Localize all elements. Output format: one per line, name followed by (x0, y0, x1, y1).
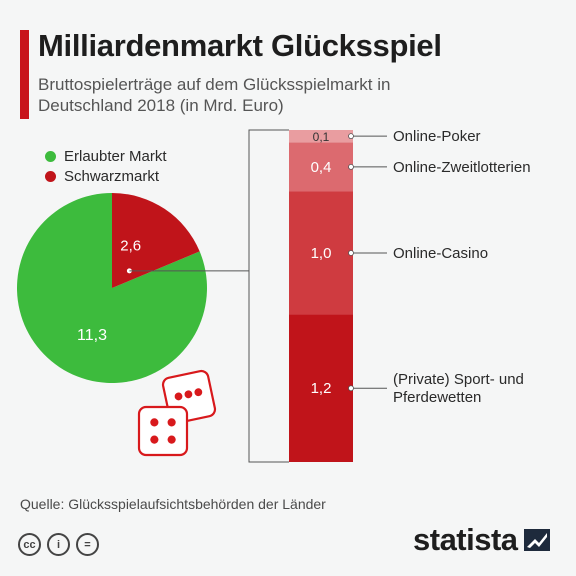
license-icons: cc i = (18, 533, 99, 556)
bar-category-label-2-0: Online-Zweitlotterien (393, 159, 531, 176)
bar-category-label-1-0: Online-Casino (393, 245, 488, 262)
pie-chart: 2,6 11,3 (17, 193, 207, 383)
bar-value-label-3: 0,1 (313, 130, 330, 144)
bar-leader-dot-1 (348, 250, 354, 256)
page-title: Milliardenmarkt Glücksspiel (38, 28, 442, 63)
bar-leader-dot-0 (348, 385, 354, 392)
pie-slice-legal (17, 193, 207, 383)
bar-leader-dot-2 (348, 163, 354, 170)
equals-icon[interactable]: = (76, 533, 99, 556)
bar-segment-1 (289, 191, 353, 315)
bar-value-label-0: 1,2 (311, 380, 332, 397)
die-front-pip-3 (167, 435, 176, 444)
bar-value-label-1: 1,0 (311, 245, 332, 262)
die-front-pip-0 (150, 418, 159, 427)
bar-segment-2 (289, 142, 353, 192)
legend-label-black-market: Schwarzmarkt (64, 167, 160, 185)
brand-mark-icon (523, 529, 550, 551)
bar-category-label-0-0: (Private) Sport- und (393, 371, 524, 388)
pie-slice-black-market (112, 193, 200, 288)
die-front-body (137, 405, 189, 457)
legend-item-legal: Erlaubter Markt (45, 146, 167, 166)
bracket-line (248, 129, 289, 463)
die-back-pip-2 (194, 388, 203, 397)
bar-category-label-3-0: Online-Poker (393, 128, 481, 145)
person-icon[interactable]: i (47, 533, 70, 556)
pie-label-legal: 11,3 (77, 327, 107, 344)
cc-icon[interactable]: cc (18, 533, 41, 556)
source-note: Quelle: Glücksspielaufsichtsbehörden der… (20, 496, 326, 512)
brand-name: statista (413, 522, 518, 557)
bar-value-label-2: 0,4 (311, 159, 332, 176)
statista-logo[interactable]: statista (413, 522, 550, 558)
die-front-pip-1 (167, 418, 176, 427)
legend-swatch-black-market (45, 170, 56, 182)
die-front-pip-2 (150, 435, 159, 444)
legend-item-black-market: Schwarzmarkt (45, 166, 167, 186)
legend-label-legal: Erlaubter Markt (64, 147, 167, 165)
legend-swatch-legal (45, 150, 56, 162)
die-back-pip-1 (184, 390, 193, 399)
chart-subtitle: Bruttospielerträge auf dem Glücksspielma… (38, 75, 391, 115)
bar-segment-0 (289, 314, 353, 462)
die-front (137, 405, 189, 457)
bar-leader-dot-3 (348, 133, 354, 140)
pie-legend: Erlaubter Markt Schwarzmarkt (45, 146, 167, 186)
pie-label-black-market: 2,6 (120, 237, 141, 254)
bar-category-label-0-1: Pferdewetten (393, 389, 481, 406)
connector-lines (129, 129, 289, 463)
bar-segment-3 (289, 130, 353, 143)
die-back-pip-0 (174, 392, 183, 401)
dice-icon (137, 369, 217, 457)
title-accent-bar (20, 30, 29, 119)
